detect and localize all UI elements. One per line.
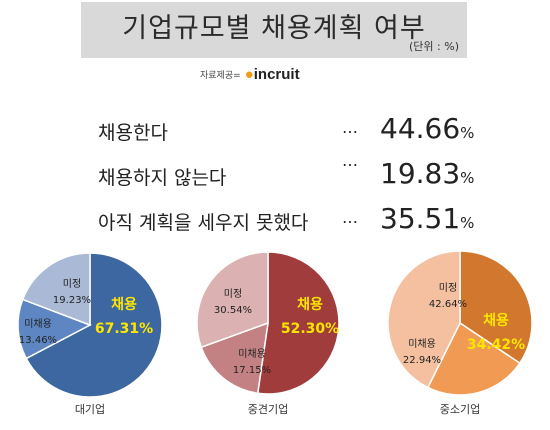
slice-value: 42.64% [429, 299, 467, 310]
source-credit: 자료제공= ●incruit [200, 66, 300, 83]
slice-label: 채용 [483, 313, 509, 329]
slice-label: 채용 [297, 297, 323, 313]
logo-text: incruit [253, 66, 300, 83]
source-label: 자료제공= [200, 71, 241, 81]
incruit-logo: ●incruit [244, 66, 300, 83]
summary-label: 채용하지 않는다 [98, 167, 227, 189]
page-title: 기업규모별 채용계획 여부 [122, 13, 426, 44]
title-box: 기업규모별 채용계획 여부 (단위 : %) [81, 2, 467, 58]
slice-label: 미정 [224, 288, 242, 300]
pie-slice [17, 298, 92, 360]
summary-dots: … [342, 151, 358, 170]
unit-label: (단위 : %) [409, 40, 459, 53]
slice-value: 22.94% [403, 355, 441, 366]
pie-slice [200, 321, 269, 395]
summary-percent: % [460, 169, 475, 187]
summary-number: 44.66 [380, 112, 461, 145]
summary-value: 35.51% [380, 202, 474, 235]
slice-value: 13.46% [19, 335, 57, 346]
pie-slice [196, 251, 269, 349]
summary-number: 35.51 [380, 202, 461, 235]
pie-slice [21, 252, 91, 327]
slice-value: 52.30% [281, 321, 339, 337]
slice-label: 미채용 [238, 348, 266, 360]
slice-value: 30.54% [214, 305, 252, 316]
pie-caption: 중견기업 [248, 403, 288, 416]
summary-percent: % [460, 214, 475, 232]
pie-slice [256, 251, 340, 395]
summary-percent: % [460, 124, 475, 142]
slice-value: 67.31% [95, 321, 153, 337]
summary-dots: … [342, 208, 358, 227]
summary-label: 채용한다 [98, 122, 168, 144]
summary-number: 19.83 [380, 157, 461, 190]
pie-slice [426, 321, 521, 396]
pie-slice [387, 250, 461, 389]
slice-label: 미정 [63, 278, 81, 290]
summary-label: 아직 계획을 세우지 못했다 [98, 212, 309, 234]
slice-label: 미채용 [24, 318, 52, 330]
slice-label: 미채용 [408, 338, 436, 350]
pie-slice [25, 252, 163, 398]
summary-value: 44.66% [380, 112, 474, 145]
pie-caption: 중소기업 [440, 403, 480, 416]
pie-slice [459, 250, 533, 365]
slice-value: 34.42% [467, 337, 525, 353]
slice-label: 미정 [439, 282, 457, 294]
pie-caption: 대기업 [75, 403, 105, 416]
summary-dots: … [342, 118, 358, 137]
summary-value: 19.83% [380, 157, 474, 190]
slice-value: 19.23% [53, 295, 91, 306]
slice-label: 채용 [111, 297, 137, 313]
slice-value: 17.15% [233, 365, 271, 376]
